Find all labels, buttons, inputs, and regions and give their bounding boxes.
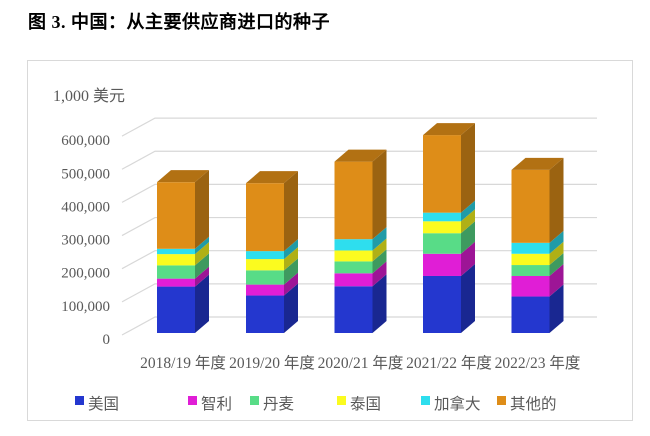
y-tick-label: 300,000: [61, 233, 110, 249]
x-tick-label: 2018/19 年度: [140, 354, 226, 372]
segment-side-美国: [195, 274, 209, 333]
segment-side-其他的: [549, 157, 564, 243]
y-tick-label: 600,000: [61, 133, 110, 149]
bar-2018-19: [157, 170, 209, 333]
segment-front-泰国: [157, 254, 195, 266]
segment-side-丹麦: [461, 221, 475, 254]
y-tick-label: 100,000: [61, 299, 110, 315]
segment-front-智利: [511, 275, 550, 297]
segment-side-泰国: [372, 238, 387, 262]
segment-top-其他的: [246, 171, 298, 184]
segment-front-智利: [334, 273, 373, 287]
segment-front-美国: [246, 295, 284, 333]
segment-side-智利: [372, 261, 387, 287]
segment-side-智利: [284, 272, 298, 296]
legend-swatch-其他的: [497, 396, 506, 405]
segment-front-泰国: [511, 253, 550, 266]
segment-side-加拿大: [195, 236, 209, 255]
segment-front-其他的: [423, 135, 461, 213]
segment-top-其他的: [157, 170, 209, 183]
segment-front-加拿大: [334, 239, 373, 251]
segment-front-美国: [423, 275, 461, 333]
segment-front-其他的: [157, 182, 195, 249]
segment-side-智利: [461, 241, 475, 276]
segment-side-智利: [549, 263, 564, 297]
legend-swatch-泰国: [337, 396, 346, 405]
segment-front-美国: [511, 296, 550, 333]
segment-front-丹麦: [157, 265, 195, 279]
legend-label-美国: 美国: [88, 395, 119, 413]
segment-side-美国: [461, 263, 475, 333]
y-tick-label: 200,000: [61, 266, 110, 282]
segment-front-美国: [334, 286, 373, 333]
segment-side-丹麦: [549, 253, 564, 276]
segment-top-其他的: [423, 123, 475, 136]
segment-front-智利: [157, 278, 195, 287]
x-tick-label: 2020/21 年度: [318, 354, 404, 372]
y-axis-unit-label: 1,000 美元: [53, 87, 125, 105]
x-tick-label: 2021/22 年度: [406, 354, 492, 372]
segment-side-其他的: [372, 149, 387, 240]
segment-front-丹麦: [334, 261, 373, 274]
segment-front-丹麦: [246, 270, 284, 285]
segment-side-加拿大: [372, 227, 387, 251]
segment-front-智利: [246, 284, 284, 296]
segment-front-泰国: [334, 250, 373, 262]
segment-front-泰国: [246, 259, 284, 271]
segment-side-加拿大: [284, 239, 298, 260]
gridline-600000: [121, 117, 597, 137]
bar-2020-21: [334, 149, 387, 333]
bar-2022-23: [511, 157, 564, 333]
legend-label-丹麦: 丹麦: [263, 395, 294, 413]
legend-swatch-美国: [75, 396, 84, 405]
segment-side-泰国: [461, 209, 475, 234]
segment-front-加拿大: [511, 242, 550, 254]
bar-2021-22: [423, 123, 475, 333]
segment-side-泰国: [195, 242, 209, 266]
segment-side-美国: [284, 283, 298, 333]
legend-label-泰国: 泰国: [350, 395, 381, 413]
segment-side-加拿大: [549, 230, 564, 254]
x-tick-label: 2022/23 年度: [495, 354, 581, 372]
x-tick-label: 2019/20 年度: [229, 354, 315, 372]
segment-front-丹麦: [511, 265, 550, 276]
segment-side-加拿大: [461, 200, 475, 222]
y-tick-label: 500,000: [61, 166, 110, 182]
legend-swatch-加拿大: [421, 396, 430, 405]
segment-front-泰国: [423, 221, 461, 234]
segment-top-其他的: [334, 149, 387, 162]
segment-side-美国: [372, 274, 387, 333]
segment-side-泰国: [284, 247, 298, 271]
segment-front-加拿大: [246, 251, 284, 260]
segment-front-其他的: [334, 161, 373, 240]
bar-2019-20: [246, 171, 298, 333]
segment-side-丹麦: [284, 258, 298, 285]
y-tick-label: 400,000: [61, 199, 110, 215]
segment-side-丹麦: [195, 253, 209, 279]
segment-front-智利: [423, 253, 461, 276]
segment-side-其他的: [284, 171, 298, 252]
figure-title: 图 3. 中国：从主要供应商进口的种子: [28, 12, 330, 32]
segment-top-其他的: [511, 157, 564, 170]
legend-label-其他的: 其他的: [510, 395, 557, 413]
legend-swatch-丹麦: [250, 396, 259, 405]
segment-side-丹麦: [372, 249, 387, 274]
legend-swatch-智利: [188, 396, 197, 405]
segment-front-加拿大: [157, 248, 195, 255]
segment-front-其他的: [246, 183, 284, 252]
segment-side-美国: [549, 284, 564, 333]
y-tick-label: 0: [103, 332, 111, 348]
segment-front-丹麦: [423, 233, 461, 254]
segment-side-智利: [195, 266, 209, 287]
segment-front-其他的: [511, 169, 550, 243]
legend-label-加拿大: 加拿大: [434, 394, 481, 413]
segment-side-其他的: [195, 170, 209, 249]
segment-side-其他的: [461, 123, 475, 213]
segment-front-加拿大: [423, 212, 461, 222]
legend-label-智利: 智利: [201, 395, 232, 413]
segment-side-泰国: [549, 241, 564, 266]
segment-front-美国: [157, 286, 195, 333]
